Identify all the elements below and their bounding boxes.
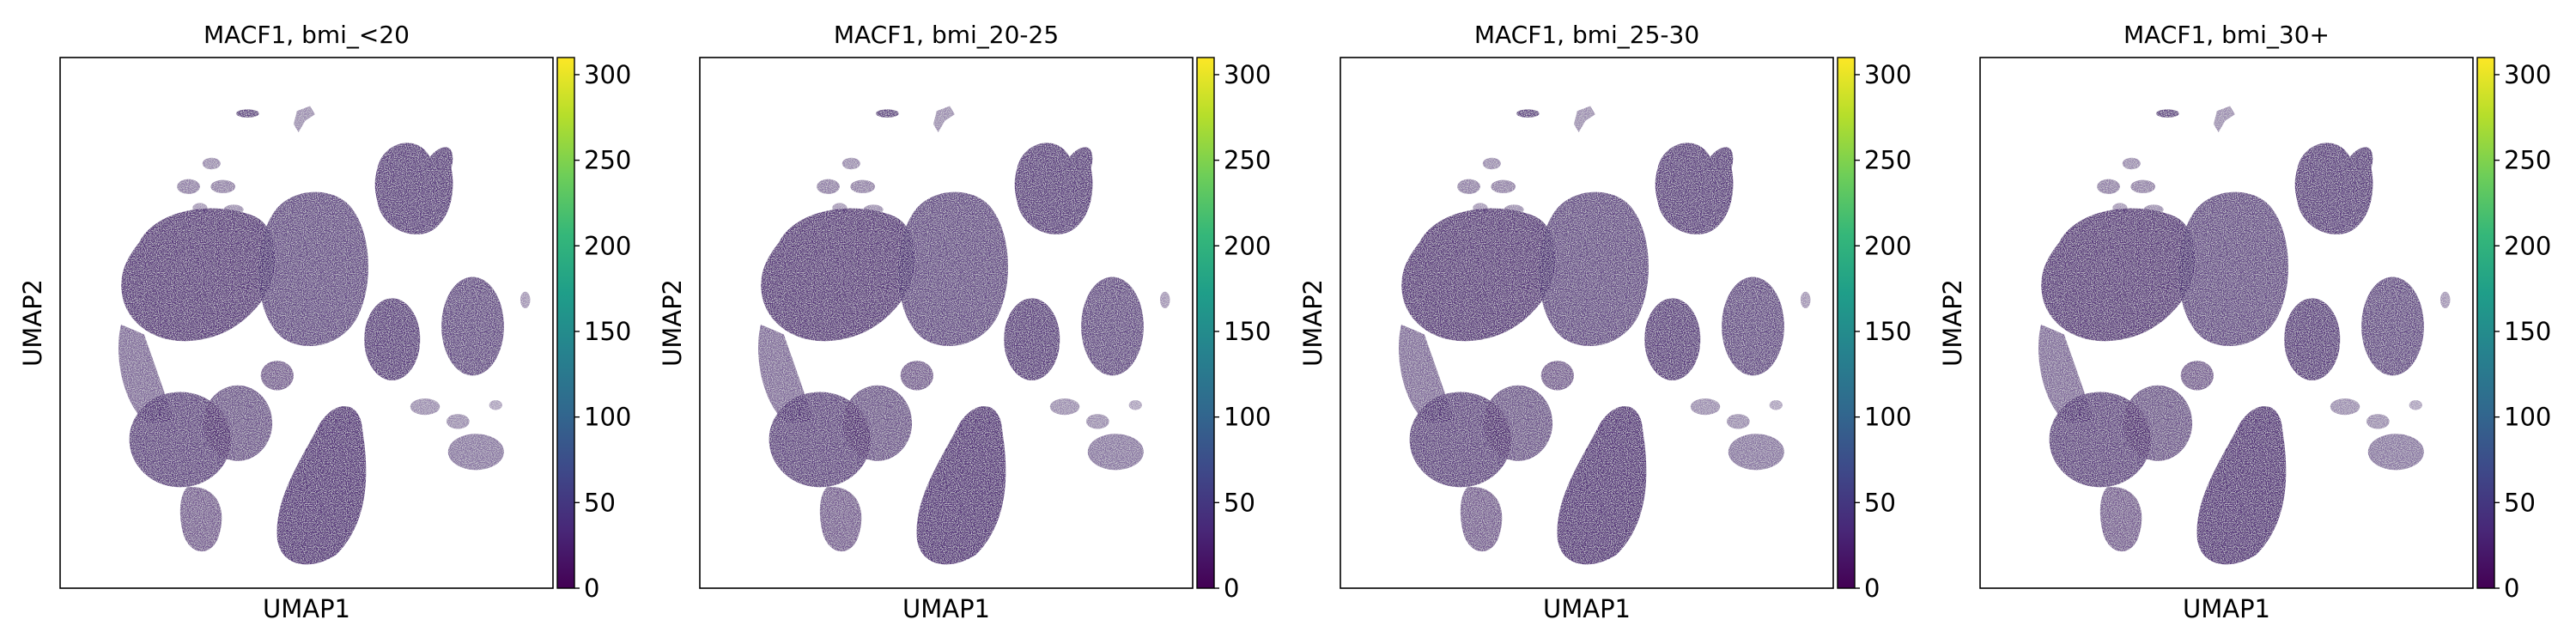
colorbar-tick-label: 100 (584, 403, 631, 432)
cell-clusters (2038, 106, 2451, 565)
colorbar-tick-label: 300 (1864, 60, 1911, 89)
umap-scatter-cells (1398, 106, 1811, 565)
colorbar-tick-label: 200 (1224, 231, 1271, 260)
colorbar (2476, 57, 2495, 589)
axes-frame (59, 57, 554, 589)
colorbar-tick-label: 250 (584, 146, 631, 175)
axes-frame (699, 57, 1194, 589)
panel-title: MACF1, bmi_25-30 (1474, 21, 1699, 49)
y-axis-label: UMAP2 (18, 279, 47, 367)
colorbar-tick-label: 50 (1224, 488, 1255, 517)
colorbar-tick-label: 150 (1864, 317, 1911, 346)
x-axis-label: UMAP1 (1543, 594, 1631, 623)
colorbar-tick-label: 50 (2504, 488, 2536, 517)
umap-panel-2: MACF1, bmi_20-25 UMAP1 UMAP2 0 50 100 150 200 25… (658, 21, 1271, 623)
colorbar-tick-label: 300 (1224, 60, 1271, 89)
colorbar-tick-label: 50 (584, 488, 616, 517)
colorbar-tick-label: 0 (1224, 574, 1239, 603)
panel-title: MACF1, bmi_<20 (204, 21, 410, 49)
umap-panel-1: MACF1, bmi_<20 UMAP1 UMAP2 0 50 100 150 200 250 3… (18, 21, 631, 623)
colorbar-tick-label: 200 (584, 231, 631, 260)
colorbar-tick-label: 100 (2504, 403, 2551, 432)
cell-clusters (1398, 106, 1811, 565)
colorbar-tick-label: 200 (2504, 231, 2551, 260)
x-axis-label: UMAP1 (263, 594, 350, 623)
colorbar-tick-label: 250 (1864, 146, 1911, 175)
colorbar (556, 57, 575, 589)
axes-frame (1340, 57, 1834, 589)
umap-panel-4: MACF1, bmi_30+ UMAP1 UMAP2 0 50 100 150 200 250 3… (1938, 21, 2551, 623)
colorbar-tick-label: 150 (1224, 317, 1271, 346)
cell-clusters (118, 106, 531, 565)
umap-panel-3: MACF1, bmi_25-30 UMAP1 UMAP2 0 50 100 150 200 25… (1298, 21, 1911, 623)
colorbar-tick-label: 250 (2504, 146, 2551, 175)
colorbar-tick-label: 150 (2504, 317, 2551, 346)
colorbar-tick-label: 100 (1864, 403, 1911, 432)
x-axis-label: UMAP1 (2183, 594, 2270, 623)
umap-scatter-cells (118, 106, 531, 565)
colorbar-tick-label: 150 (584, 317, 631, 346)
panel-title: MACF1, bmi_20-25 (834, 21, 1059, 49)
colorbar-tick-label: 250 (1224, 146, 1271, 175)
umap-scatter-cells (2038, 106, 2451, 565)
colorbar-tick-label: 0 (1864, 574, 1880, 603)
cell-clusters (757, 106, 1170, 565)
colorbar-tick-label: 50 (1864, 488, 1896, 517)
colorbar-tick-label: 200 (1864, 231, 1911, 260)
colorbar (1196, 57, 1215, 589)
colorbar (1837, 57, 1856, 589)
y-axis-label: UMAP2 (1298, 279, 1327, 367)
colorbar-tick-label: 0 (584, 574, 599, 603)
colorbar-tick-label: 300 (2504, 60, 2551, 89)
colorbar-tick-label: 300 (584, 60, 631, 89)
y-axis-label: UMAP2 (658, 279, 687, 367)
x-axis-label: UMAP1 (902, 594, 990, 623)
colorbar-tick-label: 100 (1224, 403, 1271, 432)
colorbar-tick-label: 0 (2504, 574, 2519, 603)
panel-title: MACF1, bmi_30+ (2123, 21, 2330, 49)
y-axis-label: UMAP2 (1938, 279, 1967, 367)
axes-frame (1979, 57, 2474, 589)
umap-scatter-cells (757, 106, 1170, 565)
